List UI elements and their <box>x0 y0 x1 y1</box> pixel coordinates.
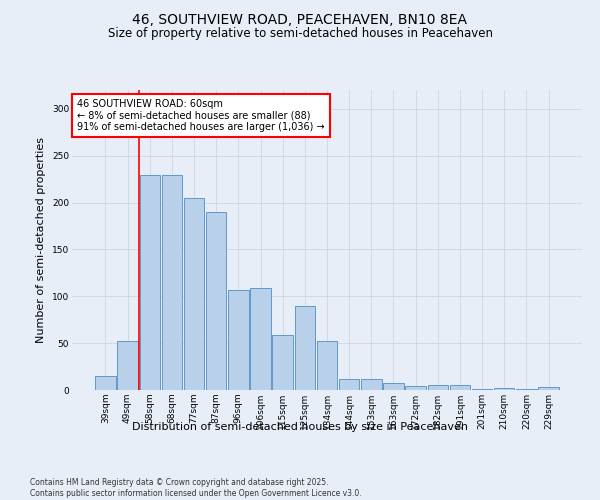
Y-axis label: Number of semi-detached properties: Number of semi-detached properties <box>37 137 46 343</box>
Bar <box>494 388 514 390</box>
Text: 46, SOUTHVIEW ROAD, PEACEHAVEN, BN10 8EA: 46, SOUTHVIEW ROAD, PEACEHAVEN, BN10 8EA <box>133 12 467 26</box>
Bar <box>472 389 493 390</box>
Bar <box>206 212 226 390</box>
Bar <box>538 387 559 390</box>
Bar <box>383 382 404 390</box>
Text: Contains HM Land Registry data © Crown copyright and database right 2025.
Contai: Contains HM Land Registry data © Crown c… <box>30 478 362 498</box>
Bar <box>516 389 536 390</box>
Text: Distribution of semi-detached houses by size in Peacehaven: Distribution of semi-detached houses by … <box>132 422 468 432</box>
Bar <box>272 334 293 390</box>
Bar <box>95 376 116 390</box>
Bar <box>295 306 315 390</box>
Bar <box>250 288 271 390</box>
Bar <box>361 379 382 390</box>
Bar <box>184 198 204 390</box>
Bar <box>140 176 160 390</box>
Bar <box>450 386 470 390</box>
Bar <box>118 341 138 390</box>
Bar <box>339 379 359 390</box>
Bar <box>428 386 448 390</box>
Bar <box>161 176 182 390</box>
Bar <box>406 386 426 390</box>
Text: Size of property relative to semi-detached houses in Peacehaven: Size of property relative to semi-detach… <box>107 28 493 40</box>
Bar <box>317 341 337 390</box>
Text: 46 SOUTHVIEW ROAD: 60sqm
← 8% of semi-detached houses are smaller (88)
91% of se: 46 SOUTHVIEW ROAD: 60sqm ← 8% of semi-de… <box>77 99 325 132</box>
Bar <box>228 290 248 390</box>
